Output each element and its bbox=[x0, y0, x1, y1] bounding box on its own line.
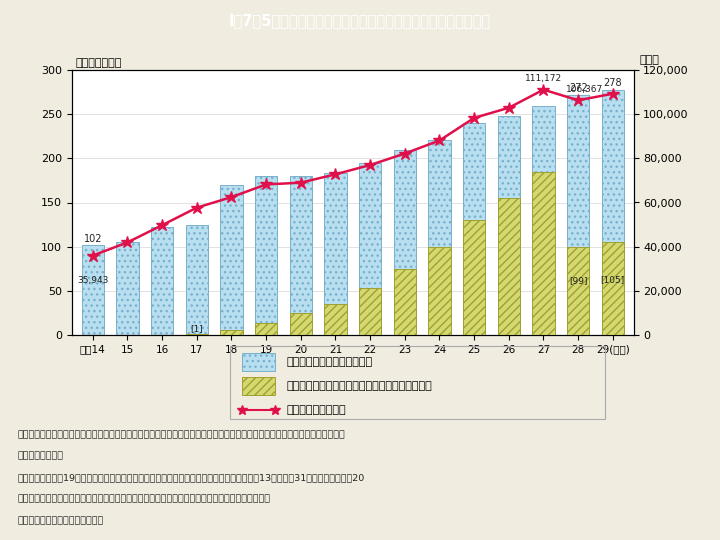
Text: [99]: [99] bbox=[569, 276, 588, 286]
Text: 成。: 成。 bbox=[18, 451, 64, 461]
Bar bbox=[359, 163, 382, 335]
Bar bbox=[242, 353, 275, 371]
Bar bbox=[289, 176, 312, 335]
Bar bbox=[255, 176, 277, 335]
Bar bbox=[601, 90, 624, 335]
Text: （センター数）: （センター数） bbox=[76, 58, 122, 68]
Text: 278: 278 bbox=[603, 78, 622, 88]
Text: （備考）１．内閣府「配偶者暴力相談支援センターにおける配偶者からの暴力が関係する相談件数等の結果について」等より作: （備考）１．内閣府「配偶者暴力相談支援センターにおける配偶者からの暴力が関係する… bbox=[18, 430, 346, 439]
Bar bbox=[359, 288, 382, 335]
Bar bbox=[463, 123, 485, 335]
Bar bbox=[324, 173, 347, 335]
Bar bbox=[394, 268, 416, 335]
Bar bbox=[463, 220, 485, 335]
Bar bbox=[242, 377, 275, 395]
Bar bbox=[394, 150, 416, 335]
Text: ２．平成19年７月に，配偶者から暴力の防止及び被害者の保護に関する法律（平成13年法律第31号）が改正され，20: ２．平成19年７月に，配偶者から暴力の防止及び被害者の保護に関する法律（平成13… bbox=[18, 473, 365, 482]
Text: I－7－5図　配偶者暴力相談支援センター数及び相談件数の推移: I－7－5図 配偶者暴力相談支援センター数及び相談件数の推移 bbox=[229, 13, 491, 28]
Bar bbox=[498, 116, 520, 335]
Bar bbox=[151, 227, 174, 335]
Bar bbox=[428, 247, 451, 335]
Bar bbox=[601, 242, 624, 335]
Text: 102: 102 bbox=[84, 234, 102, 244]
Text: [105]: [105] bbox=[600, 275, 625, 285]
Bar bbox=[567, 95, 590, 335]
Bar bbox=[289, 313, 312, 335]
Text: [1]: [1] bbox=[190, 324, 203, 333]
Bar bbox=[81, 245, 104, 335]
Bar bbox=[255, 323, 277, 335]
Bar bbox=[498, 198, 520, 335]
Bar bbox=[567, 247, 590, 335]
Text: 111,172: 111,172 bbox=[525, 75, 562, 83]
Text: 272: 272 bbox=[569, 83, 588, 93]
Bar bbox=[324, 304, 347, 335]
Bar bbox=[532, 172, 554, 335]
Bar bbox=[532, 106, 554, 335]
Text: 35,943: 35,943 bbox=[77, 276, 109, 286]
Bar bbox=[428, 140, 451, 335]
Text: 配偶者暴力相談支援センターのうち市町村設置数: 配偶者暴力相談支援センターのうち市町村設置数 bbox=[287, 381, 432, 391]
Text: ３．各年度末現在の値。: ３．各年度末現在の値。 bbox=[18, 516, 104, 525]
Text: 配偶者暴力相談支援センター: 配偶者暴力相談支援センター bbox=[287, 357, 373, 367]
Bar bbox=[220, 185, 243, 335]
Text: 年１月から市町村における配偶者暴力相談支援センターの設置が努力義務となった。: 年１月から市町村における配偶者暴力相談支援センターの設置が努力義務となった。 bbox=[18, 495, 271, 504]
Bar bbox=[116, 242, 139, 335]
Text: 106,367: 106,367 bbox=[567, 85, 603, 94]
Text: 相談件数（右目盛）: 相談件数（右目盛） bbox=[287, 405, 346, 415]
Bar bbox=[186, 225, 208, 335]
Bar bbox=[220, 329, 243, 335]
Bar bbox=[186, 334, 208, 335]
Text: （件）: （件） bbox=[639, 55, 659, 65]
